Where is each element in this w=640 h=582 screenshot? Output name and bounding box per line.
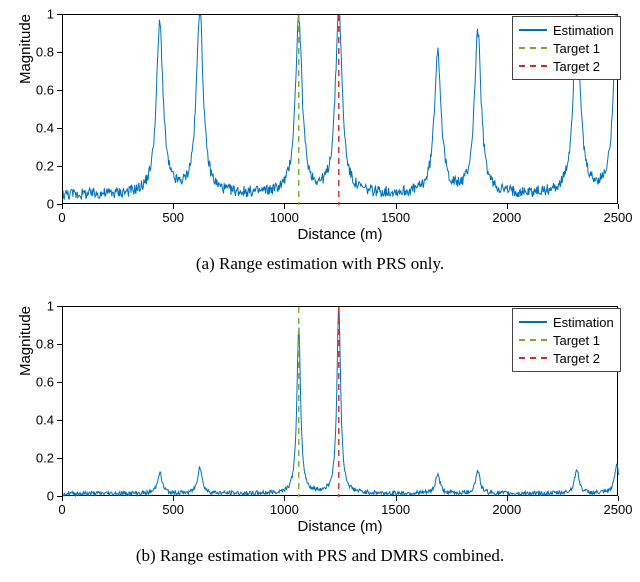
xtick-label: 1500 — [381, 210, 410, 225]
legend-swatch — [519, 47, 547, 49]
legend-b: Estimation Target 1 Target 2 — [512, 308, 621, 372]
xtick-mark — [284, 204, 285, 209]
legend-swatch — [519, 357, 547, 359]
legend-swatch — [519, 65, 547, 67]
xlabel-b: Distance (m) — [62, 518, 618, 535]
legend-row: Target 2 — [519, 349, 614, 367]
xtick-mark — [507, 204, 508, 209]
xtick-mark — [507, 496, 508, 501]
xtick-mark — [396, 204, 397, 209]
xtick-mark — [173, 204, 174, 209]
ytick-mark — [57, 496, 62, 497]
legend-swatch — [519, 29, 547, 31]
legend-swatch — [519, 321, 547, 323]
legend-row: Target 1 — [519, 39, 614, 57]
legend-label: Estimation — [553, 315, 614, 330]
legend-row: Target 2 — [519, 57, 614, 75]
xtick-label: 2500 — [604, 210, 633, 225]
xtick-mark — [62, 496, 63, 501]
ytick-mark — [57, 204, 62, 205]
xtick-mark — [173, 496, 174, 501]
xtick-label: 1000 — [270, 210, 299, 225]
legend-row: Target 1 — [519, 331, 614, 349]
xtick-mark — [396, 496, 397, 501]
xtick-label: 1500 — [381, 502, 410, 517]
ytick-mark — [57, 128, 62, 129]
caption-a: (a) Range estimation with PRS only. — [0, 254, 640, 274]
legend-a: Estimation Target 1 Target 2 — [512, 16, 621, 80]
ytick-mark — [57, 458, 62, 459]
ytick-mark — [57, 344, 62, 345]
ytick-label: 0 — [24, 489, 54, 504]
legend-label: Estimation — [553, 23, 614, 38]
ytick-mark — [57, 420, 62, 421]
ylabel-b: Magnitude — [17, 246, 34, 436]
ytick-mark — [57, 382, 62, 383]
xtick-label: 0 — [58, 502, 65, 517]
xtick-label: 0 — [58, 210, 65, 225]
ytick-mark — [57, 166, 62, 167]
ylabel-a: Magnitude — [17, 0, 34, 144]
legend-label: Target 2 — [553, 351, 600, 366]
ytick-label: 0 — [24, 197, 54, 212]
ytick-mark — [57, 90, 62, 91]
ytick-mark — [57, 306, 62, 307]
xtick-label: 2500 — [604, 502, 633, 517]
xtick-mark — [618, 204, 619, 209]
xtick-mark — [618, 496, 619, 501]
xtick-label: 500 — [162, 502, 184, 517]
legend-swatch — [519, 339, 547, 341]
legend-label: Target 2 — [553, 59, 600, 74]
legend-row: Estimation — [519, 21, 614, 39]
xtick-label: 2000 — [492, 210, 521, 225]
ytick-label: 0.2 — [24, 159, 54, 174]
xlabel-a: Distance (m) — [62, 226, 618, 243]
legend-row: Estimation — [519, 313, 614, 331]
ytick-mark — [57, 14, 62, 15]
legend-label: Target 1 — [553, 41, 600, 56]
xtick-label: 2000 — [492, 502, 521, 517]
xtick-label: 1000 — [270, 502, 299, 517]
xtick-label: 500 — [162, 210, 184, 225]
xtick-mark — [62, 204, 63, 209]
xtick-mark — [284, 496, 285, 501]
ytick-mark — [57, 52, 62, 53]
ytick-label: 0.2 — [24, 451, 54, 466]
caption-b: (b) Range estimation with PRS and DMRS c… — [0, 546, 640, 566]
legend-label: Target 1 — [553, 333, 600, 348]
